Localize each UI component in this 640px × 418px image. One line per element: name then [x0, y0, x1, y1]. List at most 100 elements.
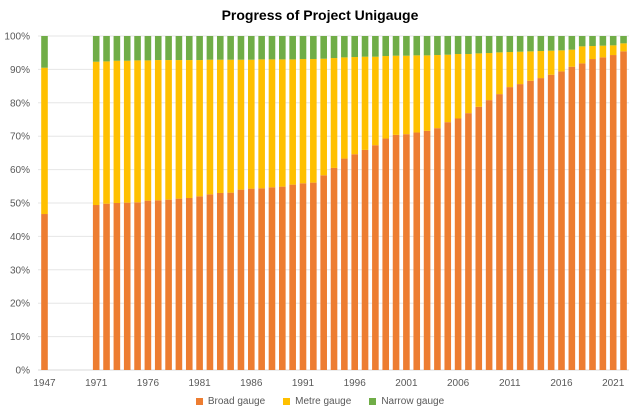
bar-metre-gauge	[403, 55, 410, 135]
bar-narrow-gauge	[123, 36, 131, 61]
bar-broad-gauge	[237, 189, 245, 370]
bar-narrow-gauge	[599, 36, 607, 46]
bar-narrow-gauge	[175, 36, 183, 61]
bar-metre-gauge	[485, 53, 493, 101]
bar-narrow-gauge	[454, 36, 462, 55]
bar-broad-gauge	[165, 199, 172, 370]
legend-item-metre: Metre gauge	[283, 396, 351, 407]
bar-narrow-gauge	[372, 36, 379, 57]
bar-broad-gauge	[268, 187, 276, 370]
legend-item-narrow: Narrow gauge	[369, 396, 444, 407]
bar-broad-gauge	[341, 158, 348, 370]
bar-metre-gauge	[351, 57, 358, 155]
x-tick-label: 1986	[240, 378, 263, 389]
bar-broad-gauge	[413, 132, 421, 370]
bar-narrow-gauge	[227, 36, 234, 60]
bar-narrow-gauge	[268, 36, 276, 60]
bar-narrow-gauge	[485, 36, 493, 54]
bar-broad-gauge	[330, 167, 338, 370]
y-tick-label: 30%	[10, 265, 30, 276]
bar-narrow-gauge	[361, 36, 369, 57]
bar-metre-gauge	[423, 55, 431, 131]
bar-broad-gauge	[206, 194, 214, 370]
bar-metre-gauge	[237, 59, 245, 190]
bar-narrow-gauge	[92, 36, 100, 62]
bar-metre-gauge	[465, 54, 472, 114]
bar-broad-gauge	[196, 196, 203, 370]
legend-item-broad: Broad gauge	[195, 396, 266, 407]
bar-narrow-gauge	[475, 36, 483, 54]
bar-broad-gauge	[558, 71, 565, 371]
bar-metre-gauge	[289, 59, 296, 185]
bar-metre-gauge	[310, 59, 317, 183]
x-tick-label: 1996	[344, 378, 367, 389]
bar-narrow-gauge	[434, 36, 441, 56]
y-tick-label: 70%	[10, 132, 30, 143]
x-tick-label: 2006	[447, 378, 470, 389]
legend-label: Narrow gauge	[381, 396, 445, 407]
bar-metre-gauge	[165, 60, 172, 200]
bar-narrow-gauge	[351, 36, 358, 58]
bar-broad-gauge	[248, 188, 255, 370]
bar-narrow-gauge	[320, 36, 327, 59]
bar-broad-gauge	[537, 78, 545, 371]
bar-broad-gauge	[568, 66, 576, 370]
bar-narrow-gauge	[516, 36, 524, 52]
bar-metre-gauge	[475, 53, 483, 107]
y-tick-label: 100%	[4, 32, 30, 43]
bar-broad-gauge	[299, 183, 307, 370]
bar-metre-gauge	[206, 59, 214, 195]
bar-narrow-gauge	[134, 36, 141, 61]
bar-metre-gauge	[444, 54, 452, 123]
bar-metre-gauge	[599, 45, 607, 58]
legend-swatch	[283, 398, 291, 405]
bar-metre-gauge	[268, 59, 276, 188]
bar-metre-gauge	[361, 56, 369, 150]
bar-broad-gauge	[434, 128, 441, 370]
bar-metre-gauge	[454, 54, 462, 119]
bar-broad-gauge	[310, 182, 317, 370]
bar-broad-gauge	[361, 149, 369, 370]
bar-broad-gauge	[475, 106, 483, 371]
bar-metre-gauge	[123, 60, 131, 203]
bar-metre-gauge	[568, 49, 576, 67]
y-tick-label: 50%	[10, 199, 30, 210]
bar-narrow-gauge	[568, 36, 576, 50]
bar-metre-gauge	[113, 60, 121, 203]
bar-metre-gauge	[92, 61, 100, 206]
bar-narrow-gauge	[620, 36, 627, 44]
legend-label: Broad gauge	[207, 396, 266, 407]
bar-broad-gauge	[589, 59, 596, 371]
legend-swatch	[195, 398, 203, 405]
bar-metre-gauge	[144, 60, 152, 201]
bar-metre-gauge	[609, 45, 617, 56]
bar-narrow-gauge	[403, 36, 410, 56]
bar-metre-gauge	[382, 56, 390, 139]
bar-metre-gauge	[558, 50, 565, 72]
bar-broad-gauge	[185, 197, 193, 370]
bar-narrow-gauge	[423, 36, 431, 56]
bar-metre-gauge	[496, 52, 503, 95]
legend: Broad gauge Metre gauge Narrow gauge	[0, 396, 640, 407]
bar-metre-gauge	[196, 60, 203, 197]
bar-narrow-gauge	[330, 36, 338, 59]
bar-broad-gauge	[454, 118, 462, 370]
y-tick-label: 10%	[10, 332, 30, 343]
bar-narrow-gauge	[165, 36, 172, 61]
x-tick-label: 1947	[33, 378, 56, 389]
bar-narrow-gauge	[413, 36, 421, 56]
bar-metre-gauge	[227, 59, 234, 193]
x-tick-label: 2001	[395, 378, 418, 389]
bar-broad-gauge	[175, 198, 183, 370]
bar-narrow-gauge	[279, 36, 286, 60]
y-tick-label: 0%	[16, 366, 31, 377]
bar-narrow-gauge	[289, 36, 296, 60]
x-tick-label: 2016	[550, 378, 573, 389]
bar-metre-gauge	[516, 51, 524, 85]
bar-metre-gauge	[279, 59, 286, 187]
bar-broad-gauge	[516, 84, 524, 370]
bar-broad-gauge	[465, 113, 472, 371]
bar-narrow-gauge	[113, 36, 121, 61]
bar-broad-gauge	[279, 186, 286, 370]
